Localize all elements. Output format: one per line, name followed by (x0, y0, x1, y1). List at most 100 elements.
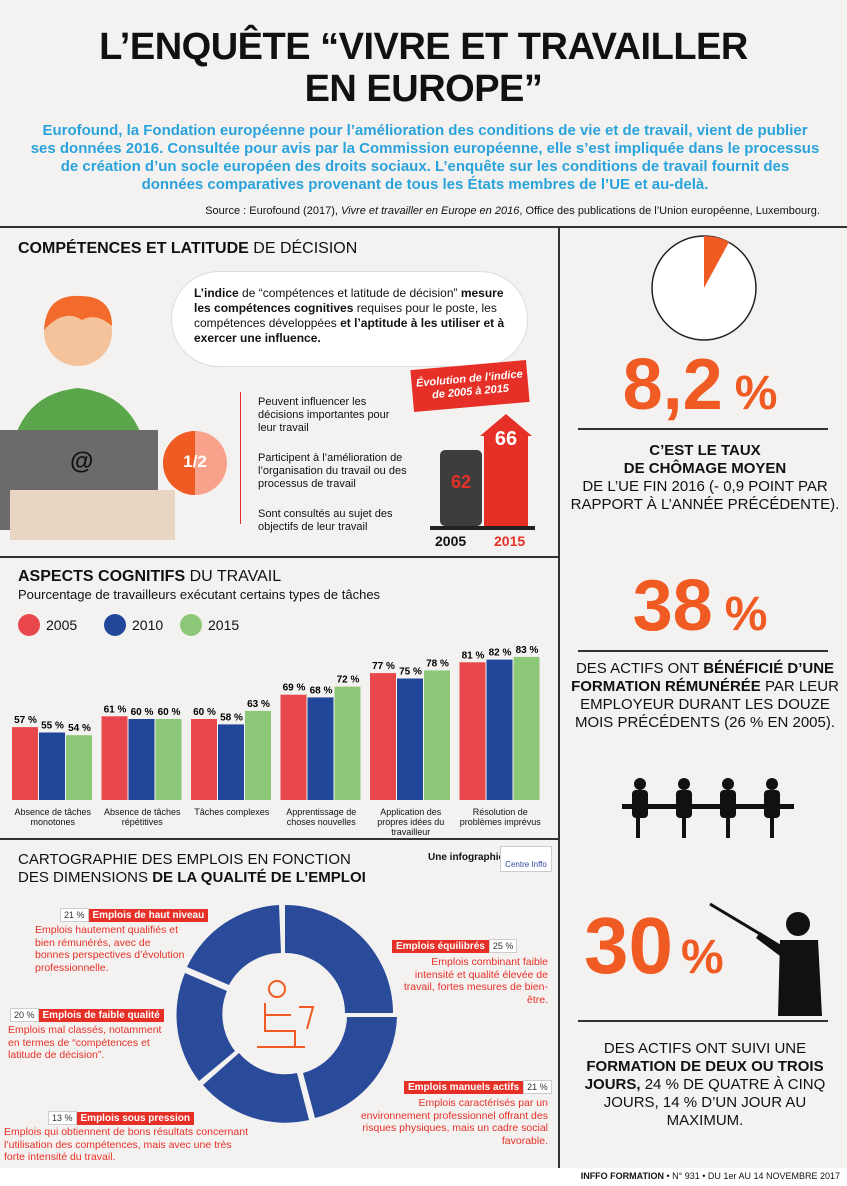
legend-label-2010: 2010 (132, 617, 164, 633)
bar-2005-0 (12, 727, 38, 800)
value-label-2005-3: 69 % (283, 683, 306, 694)
value-label-2010-3: 68 % (310, 685, 333, 696)
job-manuels-desc: Emplois caractérisés par un environnemen… (360, 1097, 548, 1147)
half-circle-icon (163, 431, 227, 495)
job-pression-desc: Emplois qui obtiennent de bons résultats… (4, 1126, 248, 1163)
value-label-2015-0: 54 % (68, 723, 91, 734)
value-label-2010-2: 58 % (220, 712, 243, 723)
divider (0, 838, 558, 840)
unemployment-text: C’EST LE TAUX DE CHÔMAGE MOYEN DE L’UE FIN… (570, 442, 840, 513)
category-label-3: Apprentissage de choses nouvelles (286, 807, 357, 827)
year-2005: 2005 (435, 533, 467, 549)
job-faible-qualite-desc: Emplois mal classés, notamment en termes… (8, 1024, 162, 1061)
bullet-influence: Peuvent influencer les décisions importa… (258, 396, 390, 434)
index-2005: 62 (450, 472, 472, 492)
bar-2015-0 (66, 735, 92, 800)
value-label-2010-0: 55 % (41, 721, 64, 732)
divider (578, 428, 828, 430)
legend-dot-2015 (180, 614, 202, 636)
footer (0, 1168, 847, 1186)
category-label-0: Absence de tâches monotones (14, 807, 92, 827)
value-label-2005-0: 57 % (14, 715, 37, 726)
bar-2015-1 (155, 719, 182, 800)
bar-2010-0 (39, 732, 65, 800)
section-subtitle: Pourcentage de travailleurs exécutant ce… (18, 587, 381, 602)
bar-2010-2 (218, 724, 244, 800)
divider (578, 650, 828, 652)
job-equilibres-desc: Emplois combinant faible intensité et qu… (403, 956, 548, 1006)
value-label-2010-4: 75 % (399, 667, 422, 678)
unemployment-rate: 8,2% (622, 345, 778, 425)
training-paid-text: DES ACTIFS ONT BÉNÉFICIÉ D’UNE FORMATION… (571, 660, 839, 731)
bracket (240, 392, 246, 524)
category-label-5: Résolution de problèmes imprévus (459, 807, 541, 827)
intro-text: Eurofound, la Fondation européenne pour … (30, 122, 820, 193)
bar-2005-1 (101, 716, 128, 800)
half-label: 1/2 (183, 452, 207, 471)
value-label-2015-5: 83 % (516, 645, 539, 656)
bar-2005-4 (370, 673, 396, 800)
bar-2015-2 (245, 710, 271, 800)
bar-2010-5 (486, 659, 513, 800)
category-label-4: Application des propres idées du travail… (377, 807, 445, 837)
job-faible-qualite-header: 20 % Emplois de faible qualité (10, 1005, 164, 1023)
bar-2010-3 (307, 697, 334, 800)
section-title-cartographie: CARTOGRAPHIE DES EMPLOIS EN FONCTION DES … (18, 851, 366, 886)
legend-label-2015: 2015 (208, 617, 240, 633)
divider (0, 556, 558, 558)
bullet-consultes: Sont consultés au sujet des objectifs de… (258, 508, 393, 533)
index-2015: 66 (494, 428, 518, 450)
cognitive-bar-chart: 57 % 55 % 54 % 61 % 60 % 60 % 60 % 58 % 63 % 69 %… (12, 645, 540, 800)
at-symbol: @ (70, 448, 94, 475)
legend-dot-2010 (104, 614, 126, 636)
bar-2005-5 (459, 662, 486, 800)
unemployment-pie (651, 235, 757, 341)
bar-2015-4 (424, 670, 450, 800)
job-pression-header: 13 % Emplois sous pression (48, 1108, 194, 1126)
value-label-2015-4: 78 % (426, 658, 449, 669)
presenter-icon (709, 902, 822, 1016)
year-2015: 2015 (494, 533, 526, 549)
bar-2005-2 (191, 719, 217, 800)
source-text: Source : Eurofound (2017), Vivre et trav… (205, 205, 820, 217)
training-days-text: DES ACTIFS ONT SUIVI UNE FORMATION DE DE… (584, 1040, 826, 1129)
value-label-2005-5: 81 % (462, 650, 485, 661)
category-label-2: Tâches complexes (194, 807, 270, 817)
legend-label-2005: 2005 (46, 617, 78, 633)
infographie-label: Une infographie (428, 852, 505, 863)
bullet-amelioration: Participent à l’amélioration de l’organi… (258, 452, 407, 490)
value-label-2015-3: 72 % (337, 675, 360, 686)
divider (558, 226, 560, 1168)
value-label-2005-4: 77 % (372, 661, 395, 672)
index-bars (430, 414, 535, 530)
job-quality-donut (176, 905, 397, 1123)
job-equilibres-header: Emplois équilibrés 25 % (392, 936, 518, 954)
job-haut-niveau-desc: Emplois hautement qualifiés et bien rému… (35, 924, 185, 974)
value-label-2010-5: 82 % (489, 648, 512, 659)
divider (0, 226, 847, 228)
bar-2010-4 (397, 678, 423, 800)
bar-2015-5 (513, 656, 540, 800)
worker-illustration (0, 295, 175, 540)
index-evolution-label: Évolution de l’indice de 2005 à 2015 (410, 360, 530, 412)
job-haut-niveau-header: 21 % Emplois de haut niveau (60, 905, 209, 923)
meeting-icon (622, 778, 794, 838)
bar-2015-3 (334, 686, 361, 800)
index-bubble: L’indice de “compétences et latitude de … (172, 272, 527, 366)
job-manuels-header: Emplois manuels actifs 21 % (404, 1077, 552, 1095)
centre-inffo-logo: Centre Inffo (500, 846, 552, 872)
bar-2010-1 (128, 719, 155, 800)
value-label-2005-1: 61 % (104, 704, 127, 715)
training-paid-rate: 38% (632, 566, 768, 646)
section-title-competences: COMPÉTENCES ET LATITUDE DE DÉCISION (18, 240, 358, 257)
category-label-1: Absence de tâches répétitives (103, 807, 181, 827)
page-title: L’ENQUÊTE “VIVRE ET TRAVAILLER EN EUROPE… (99, 26, 748, 110)
bar-2005-3 (280, 694, 307, 800)
legend-dot-2005 (18, 614, 40, 636)
value-label-2015-1: 60 % (158, 707, 181, 718)
value-label-2010-1: 60 % (131, 707, 154, 718)
training-days-rate: 30% (584, 901, 724, 990)
section-title-cognitifs: ASPECTS COGNITIFS DU TRAVAIL (18, 568, 282, 585)
footer-text: INFFO FORMATION • N° 931 • DU 1er AU 14 … (580, 1171, 840, 1181)
value-label-2005-2: 60 % (193, 707, 216, 718)
